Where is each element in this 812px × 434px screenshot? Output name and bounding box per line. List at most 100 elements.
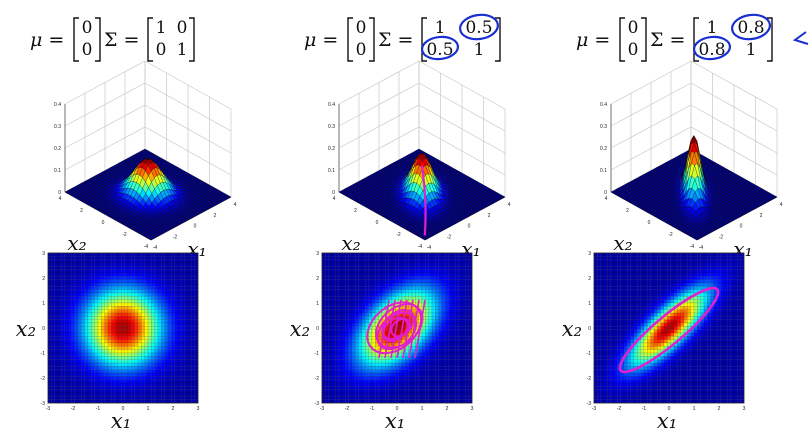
heatmap-cell [111, 299, 115, 304]
heatmap-cell [124, 272, 129, 277]
heatmap-cell [121, 256, 125, 260]
heatmap-cell [425, 292, 429, 297]
heatmap-cell [161, 359, 165, 364]
heatmap-cell [161, 392, 165, 397]
heatmap-cell [448, 329, 453, 334]
heatmap-cell [57, 319, 62, 324]
heatmap-cell [345, 259, 349, 264]
heatmap-cell [448, 282, 453, 287]
heatmap-cell [194, 266, 199, 270]
heatmap-cell [71, 292, 75, 297]
heatmap-cell [47, 352, 52, 357]
heatmap-cell [124, 376, 129, 380]
heatmap-cell [348, 299, 353, 304]
heatmap-cell [104, 366, 109, 370]
heatmap-cell [398, 256, 403, 260]
heatmap-cell [431, 256, 436, 260]
heatmap-cell [351, 269, 356, 274]
heatmap-cell [157, 382, 162, 387]
heatmap-cell [101, 306, 105, 310]
heatmap-cell [97, 349, 102, 354]
heatmap-cell [81, 369, 85, 374]
heatmap-cell [134, 396, 139, 400]
heatmap-cell [365, 316, 369, 320]
heatmap-cell [84, 302, 89, 307]
heatmap-cell [127, 322, 132, 327]
heatmap-cell [71, 252, 75, 257]
heatmap-cell [418, 296, 423, 300]
heatmap-cell [121, 386, 125, 390]
heatmap-cell [325, 289, 329, 294]
heatmap-cell [338, 272, 343, 277]
heatmap-cell [435, 339, 439, 344]
heatmap-cell [321, 319, 326, 324]
heatmap-cell [361, 286, 366, 290]
heatmap-cell [57, 346, 62, 350]
heatmap-cell [171, 359, 175, 364]
heatmap-cell [131, 376, 135, 380]
heatmap-cell [97, 382, 102, 387]
heatmap-cell [361, 339, 366, 344]
heatmap-cell [184, 302, 189, 307]
heatmap-cell [351, 336, 356, 340]
heatmap-cell [348, 302, 353, 307]
heatmap-cell [67, 362, 72, 367]
heatmap-cell [124, 306, 129, 310]
heatmap-cell [361, 319, 366, 324]
heatmap-cell [47, 359, 52, 364]
heatmap-cell [94, 252, 99, 257]
heatmap-cell [74, 369, 79, 374]
heatmap-cell [134, 356, 139, 360]
heatmap-cell [151, 369, 155, 374]
heatmap-cell [114, 256, 119, 260]
heatmap-cell [184, 259, 189, 264]
heatmap-cell [137, 372, 142, 377]
heatmap-cell [167, 259, 172, 264]
heatmap-cell [94, 346, 99, 350]
heatmap-cell [57, 282, 62, 287]
heatmap-cell [351, 302, 356, 307]
heatmap-cell [398, 292, 403, 297]
heatmap-cell [87, 306, 92, 310]
heatmap-cell [107, 279, 112, 284]
heatmap-cell [61, 369, 65, 374]
heatmap-cell [164, 349, 169, 354]
heatmap-cell [164, 316, 169, 320]
heatmap-cell [77, 272, 82, 277]
heatmap-cell [164, 356, 169, 360]
heatmap-cell [91, 276, 95, 280]
heatmap-cell [174, 369, 179, 374]
heatmap-cell [428, 279, 433, 284]
heatmap-cell [461, 286, 466, 290]
heatmap-cell [154, 359, 159, 364]
heatmap-cell [117, 322, 122, 327]
heatmap-cell [97, 286, 102, 290]
mu-bracket-left [347, 17, 353, 62]
heatmap-cell [425, 282, 429, 287]
heatmap-cell [408, 279, 413, 284]
heatmap-cell [131, 292, 135, 297]
heatmap-cell [325, 339, 329, 344]
heatmap-cell [441, 322, 446, 327]
heatmap-cell [91, 296, 95, 300]
heatmap-cell [458, 319, 463, 324]
heatmap-cell [451, 339, 456, 344]
heatmap-cell [87, 342, 92, 347]
heatmap-cell [348, 256, 353, 260]
heatmap-cell [451, 276, 456, 280]
heatmap-cell [71, 356, 75, 360]
heatmap-cell [131, 382, 135, 387]
heatmap-cell [461, 312, 466, 317]
heatmap-cell [445, 279, 449, 284]
heatmap-cell [104, 292, 109, 297]
heatmap-cell [67, 389, 72, 394]
heatmap-cell [124, 269, 129, 274]
heatmap-cell [87, 332, 92, 337]
heatmap-cell [81, 262, 85, 267]
heatmap-cell [104, 386, 109, 390]
heatmap-cell [117, 382, 122, 387]
heatmap-cell [371, 299, 376, 304]
heatmap-cell [164, 276, 169, 280]
heatmap-cell [351, 289, 356, 294]
